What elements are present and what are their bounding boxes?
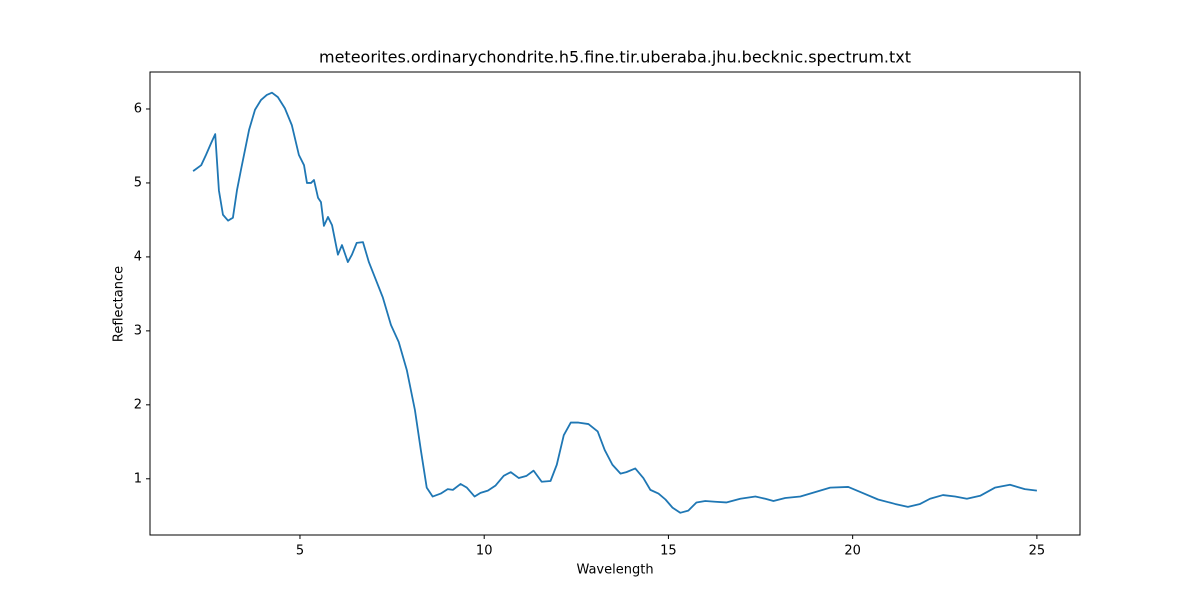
y-tick-label: 6 [134, 101, 142, 116]
chart-title: meteorites.ordinarychondrite.h5.fine.tir… [319, 48, 911, 67]
x-tick-label: 25 [1029, 544, 1046, 559]
x-tick-label: 15 [660, 544, 677, 559]
x-tick-label: 10 [476, 544, 493, 559]
x-tick-label: 20 [844, 544, 861, 559]
y-axis-label: Reflectance [112, 266, 127, 342]
y-tick-label: 4 [134, 249, 142, 264]
y-tick-label: 3 [134, 323, 142, 338]
y-tick-label: 1 [134, 471, 142, 486]
x-tick-label: 5 [296, 544, 304, 559]
y-tick-label: 5 [134, 175, 142, 190]
line-series [192, 91, 1037, 514]
y-tick-label: 2 [134, 397, 142, 412]
plot-frame [149, 71, 1081, 536]
x-axis-label: Wavelength [576, 563, 653, 578]
